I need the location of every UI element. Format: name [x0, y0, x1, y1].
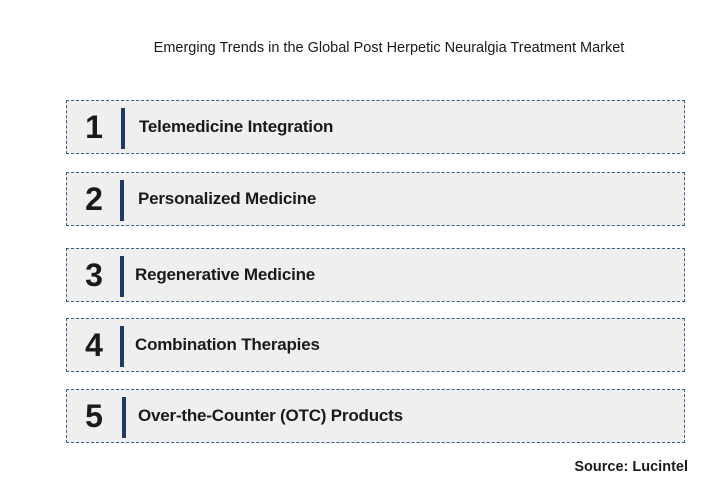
trend-number: 2: [85, 181, 103, 217]
page-title: Emerging Trends in the Global Post Herpe…: [153, 40, 625, 56]
trend-divider-bar: [122, 397, 126, 438]
trend-number: 1: [85, 109, 103, 145]
trend-divider-bar: [121, 108, 125, 149]
source-label: Source: Lucintel: [574, 459, 688, 475]
trend-label: Combination Therapies: [135, 335, 320, 354]
trend-number: 4: [85, 327, 103, 363]
trend-label: Personalized Medicine: [138, 189, 317, 208]
trend-label: Over-the-Counter (OTC) Products: [138, 406, 403, 425]
trend-row-5: 5 Over-the-Counter (OTC) Products: [66, 389, 685, 443]
trend-number: 3: [85, 257, 103, 293]
trend-divider-bar: [120, 180, 124, 221]
trend-divider-bar: [120, 326, 124, 367]
trend-label: Telemedicine Integration: [139, 117, 334, 136]
trend-divider-bar: [120, 256, 124, 297]
trend-row-4: 4 Combination Therapies: [66, 318, 685, 372]
trend-label: Regenerative Medicine: [135, 265, 316, 284]
trend-row-1: 1 Telemedicine Integration: [66, 100, 685, 154]
trend-row-2: 2 Personalized Medicine: [66, 172, 685, 226]
trend-number: 5: [85, 398, 103, 434]
trend-row-3: 3 Regenerative Medicine: [66, 248, 685, 302]
